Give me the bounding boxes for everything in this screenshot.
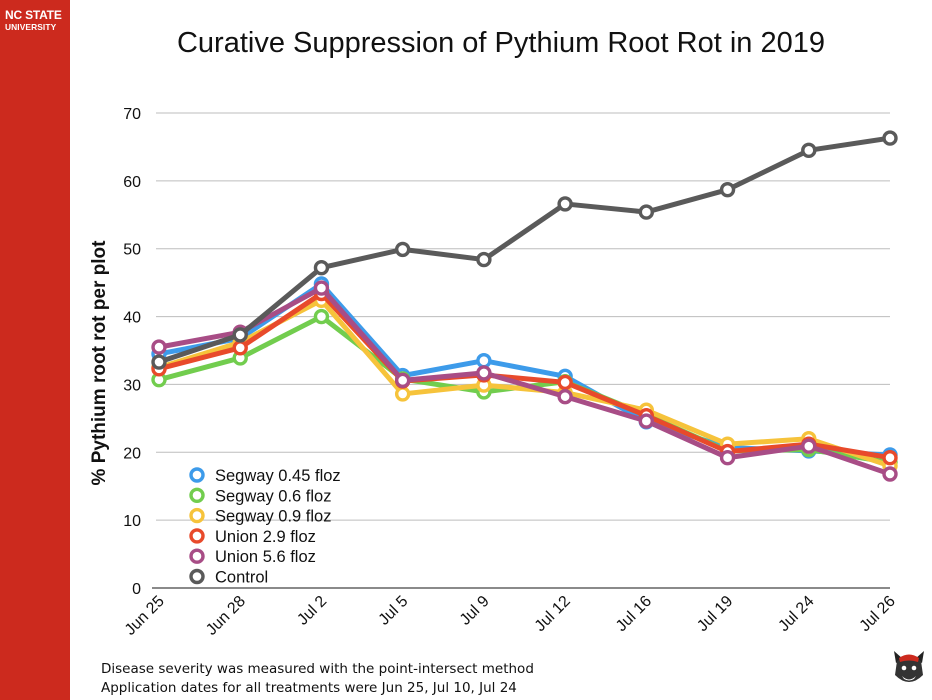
- y-tick-label: 30: [123, 377, 141, 394]
- legend-label: Segway 0.45 floz: [215, 467, 341, 485]
- x-tick-labels: Jun 25 Jun 28 Jul 2 Jul 5 Jul 9 Jul 12 Jul 16 J…: [122, 593, 899, 639]
- x-tick-label: Jul 5: [376, 593, 412, 629]
- data-point: [476, 365, 492, 381]
- legend-label: Control: [215, 569, 268, 587]
- y-tick-label: 50: [123, 242, 141, 259]
- legend-marker: [189, 528, 205, 544]
- data-point: [476, 352, 492, 369]
- data-point: [313, 260, 330, 276]
- x-tick-label: Jul 9: [457, 593, 493, 629]
- data-point: [394, 372, 411, 389]
- x-tick-label: Jul 2: [294, 593, 330, 629]
- legend-label: Segway 0.6 floz: [215, 487, 331, 505]
- brand-line-2: UNIVERSITY: [5, 22, 57, 32]
- legend-marker: [189, 568, 205, 585]
- data-point: [719, 450, 736, 466]
- y-tick-label: 10: [123, 513, 141, 530]
- y-tick-label: 70: [123, 106, 141, 123]
- legend-marker: [189, 467, 205, 483]
- data-point: [394, 386, 411, 402]
- data-point: [476, 251, 492, 268]
- data-point: [801, 438, 817, 454]
- series-line: [156, 291, 893, 461]
- series-lines: [151, 130, 898, 482]
- y-tick-label: 60: [123, 174, 141, 191]
- data-point: [557, 196, 573, 212]
- y-tick-labels: 0 10 20 30 40 50 60 70: [123, 106, 141, 598]
- footnote-method: Disease severity was measured with the p…: [101, 661, 534, 677]
- data-point: [557, 374, 573, 391]
- data-point: [151, 354, 167, 370]
- wolf-mascot-icon: [892, 649, 926, 694]
- legend-label: Union 2.9 floz: [215, 528, 316, 546]
- data-point: [557, 388, 573, 405]
- gridlines: [152, 112, 890, 589]
- x-tick-label: Jul 26: [857, 593, 899, 635]
- data-point: [232, 340, 248, 356]
- y-tick-label: 20: [123, 445, 141, 462]
- x-tick-label: Jun 28: [203, 593, 249, 639]
- brand-sidebar: [0, 0, 70, 700]
- brand-logo: NC STATE UNIVERSITY: [5, 9, 62, 31]
- series-line: [156, 285, 893, 477]
- data-point: [638, 413, 655, 429]
- legend-label: Segway 0.9 floz: [215, 508, 331, 526]
- series-line: [156, 135, 893, 365]
- brand-line-1: NC STATE: [5, 8, 62, 22]
- data-point: [394, 241, 411, 258]
- x-tick-label: Jul 24: [775, 593, 817, 635]
- chart-title: Curative Suppression of Pythium Root Rot…: [176, 27, 825, 59]
- legend: Segway 0.45 floz Segway 0.6 floz Segway 0.…: [189, 467, 341, 587]
- legend-marker: [189, 487, 205, 503]
- data-point: [719, 181, 736, 198]
- footnote-dates: Application dates for all treatments wer…: [101, 680, 517, 696]
- data-point: [882, 130, 898, 146]
- data-point: [638, 204, 655, 220]
- data-point: [232, 327, 248, 343]
- series-group: [151, 276, 898, 463]
- legend-marker: [189, 507, 205, 524]
- x-tick-label: Jun 25: [122, 593, 168, 639]
- y-tick-label: 40: [123, 310, 141, 327]
- data-point: [151, 339, 167, 355]
- legend-marker: [189, 548, 205, 564]
- data-point: [313, 308, 330, 325]
- data-point: [801, 142, 817, 159]
- footnotes: Disease severity was measured with the p…: [101, 660, 534, 698]
- x-tick-label: Jul 19: [694, 593, 736, 635]
- data-point: [882, 466, 898, 482]
- x-tick-label: Jul 12: [532, 593, 574, 635]
- data-point: [313, 280, 330, 296]
- x-tick-label: Jul 16: [613, 593, 655, 635]
- y-tick-label: 0: [132, 581, 141, 598]
- series-group: [151, 130, 898, 370]
- data-point: [882, 450, 898, 466]
- legend-label: Union 5.6 floz: [215, 548, 316, 566]
